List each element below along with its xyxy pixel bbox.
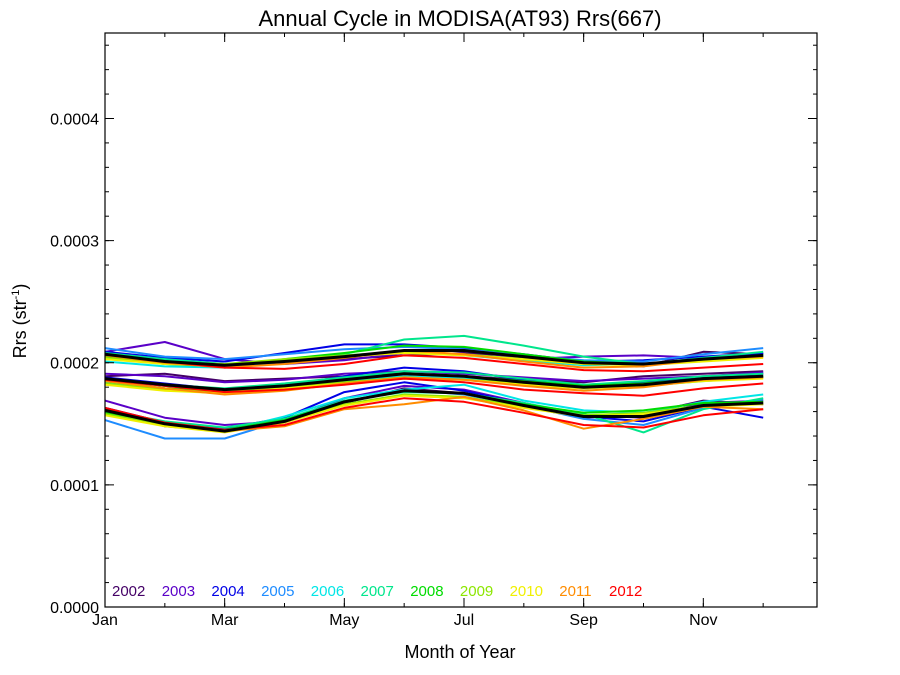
x-axis: Jan Mar May Jul Sep Nov <box>92 33 764 629</box>
y-tick-label: 0.0001 <box>50 478 99 495</box>
legend-entry-2009: 2009 <box>460 583 493 600</box>
legend-entry-2011: 2011 <box>559 583 591 600</box>
x-axis-label: Month of Year <box>404 642 515 662</box>
x-tick-label: Mar <box>211 612 239 629</box>
y-tick-label: 0.0003 <box>50 234 99 251</box>
y-axis-label-superscript: -1 <box>10 290 22 300</box>
y-tick-label: 0.0000 <box>50 600 99 617</box>
y-axis-label-main: Rrs (str <box>10 299 30 358</box>
legend-entry-2012: 2012 <box>609 583 642 600</box>
legend-entry-2003: 2003 <box>162 583 195 600</box>
series-line-2005-1 <box>104 345 764 363</box>
plot-frame <box>104 32 818 608</box>
mean-layer <box>104 349 764 433</box>
legend: 2002 2003 2004 2005 2006 2007 2008 2009 2010 2011… <box>112 583 642 600</box>
series-line-2012-1 <box>104 353 764 373</box>
legend-entry-2006: 2006 <box>311 583 344 600</box>
x-tick-label: Sep <box>569 612 598 629</box>
legend-entry-2008: 2008 <box>410 583 443 600</box>
series-line-2011-2 <box>104 376 764 396</box>
mean-line-3 <box>104 389 764 433</box>
x-tick-label: May <box>329 612 359 629</box>
chart-title: Annual Cycle in MODISA(AT93) Rrs(667) <box>258 6 661 31</box>
y-axis: 0.0000 0.0001 0.0002 0.0003 0.0004 <box>50 44 817 617</box>
x-tick-label: Jan <box>92 612 118 629</box>
mean-line-1 <box>104 349 764 367</box>
x-tick-label: Jul <box>454 612 474 629</box>
mean-line-2 <box>104 372 764 392</box>
y-axis-label: Rrs (str-1) <box>10 284 30 359</box>
series-line-2012-2 <box>104 377 764 397</box>
legend-entry-2010: 2010 <box>510 583 543 600</box>
y-tick-label: 0.0004 <box>50 111 99 128</box>
legend-entry-2002: 2002 <box>112 583 145 600</box>
x-tick-label: Nov <box>689 612 717 629</box>
y-axis-label-close: ) <box>10 284 30 290</box>
y-tick-label: 0.0002 <box>50 356 99 373</box>
legend-entry-2005: 2005 <box>261 583 294 600</box>
legend-entry-2007: 2007 <box>361 583 394 600</box>
legend-entry-2004: 2004 <box>211 583 244 600</box>
